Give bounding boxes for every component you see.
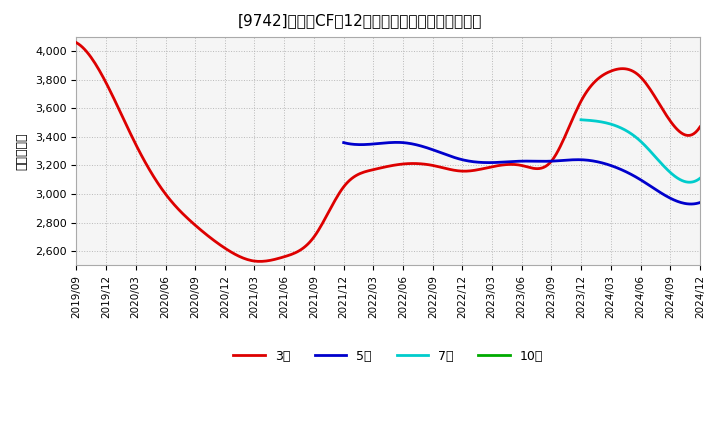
Legend: 3年, 5年, 7年, 10年: 3年, 5年, 7年, 10年 — [228, 345, 548, 368]
Text: [9742]　営業CFの12か月移動合計の平均値の推移: [9742] 営業CFの12か月移動合計の平均値の推移 — [238, 13, 482, 28]
Y-axis label: （百万円）: （百万円） — [15, 132, 28, 170]
